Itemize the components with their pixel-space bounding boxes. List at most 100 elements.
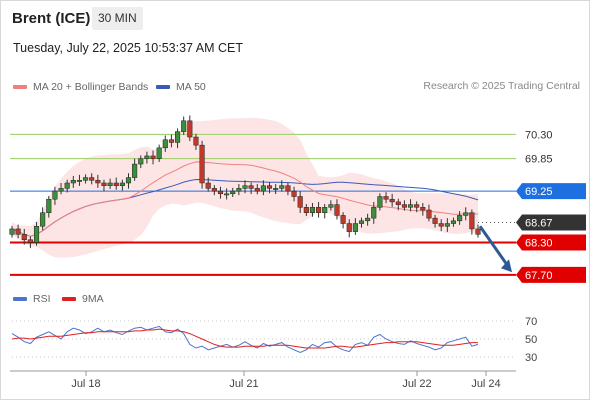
candle-body [76, 180, 82, 182]
candle-body [346, 223, 352, 232]
candle-body [211, 188, 217, 192]
candle-body [248, 185, 254, 189]
candle-body [383, 196, 389, 200]
candle-body [420, 207, 426, 211]
ma50-swatch [156, 85, 170, 89]
ma20-line [11, 161, 479, 237]
level-tag-69.25 [516, 183, 586, 200]
candle-body [285, 185, 291, 192]
candle-body [309, 207, 315, 213]
rsi-tick-50: 50 [525, 334, 537, 346]
rsi-ma-line [11, 328, 478, 349]
candle-body [52, 190, 58, 200]
candle-body [291, 190, 297, 197]
legend-ma50: MA 50 [156, 80, 206, 94]
candle-body [33, 225, 40, 243]
interval-badge[interactable]: 30 MIN [92, 7, 143, 30]
candle-body [457, 215, 463, 222]
candle-body [444, 223, 450, 227]
candle-body [414, 204, 420, 208]
candle-body [266, 185, 273, 189]
candle-body [95, 180, 101, 184]
candle-body [322, 207, 328, 213]
candle-body [27, 239, 33, 243]
candle-body [64, 182, 70, 189]
candle-body [340, 215, 346, 224]
rsi-tick-30: 30 [525, 352, 537, 364]
candle-body [132, 163, 138, 178]
x-tick-label-1: Jul 21 [229, 378, 258, 390]
level-tag-67.70 [516, 266, 586, 283]
candle-body [242, 185, 248, 189]
ma20-label: MA 20 + Bollinger Bands [33, 81, 149, 93]
candle-body [358, 220, 365, 224]
instrument-title: Brent (ICE) [12, 10, 91, 27]
research-credit: Research © 2025 Trading Central [423, 80, 580, 92]
candles [9, 115, 481, 249]
x-tick-label-0: Jul 18 [71, 378, 100, 390]
candle-body [21, 234, 27, 240]
candle-body [70, 180, 76, 184]
candle-body [119, 182, 125, 186]
candle-body [162, 139, 168, 149]
candle-body [9, 228, 15, 235]
candle-body [46, 198, 52, 213]
rsi-label: RSI [33, 293, 51, 305]
level-label-69.25: 69.25 [525, 186, 553, 198]
candle-body [389, 198, 395, 203]
rsi-swatch [13, 297, 27, 301]
candle-body [365, 217, 371, 222]
candle-body [168, 139, 174, 143]
rsi-line [11, 325, 479, 354]
candle-body [438, 223, 444, 227]
candle-body [15, 228, 21, 235]
rsi-ma-swatch [62, 297, 76, 301]
candle-body [138, 158, 144, 165]
level-tag-68.67 [516, 214, 586, 231]
candle-body [89, 177, 95, 181]
candle-body [58, 188, 64, 192]
candle-body [150, 155, 156, 159]
ma50-label: MA 50 [176, 81, 206, 93]
candle-body [83, 177, 89, 181]
level-label-68.30: 68.30 [525, 237, 553, 249]
candle-body [254, 188, 260, 192]
candle-body [279, 185, 285, 189]
level-tag-68.30 [516, 234, 586, 251]
candle-body [230, 190, 236, 195]
level-label-67.70: 67.70 [525, 270, 553, 282]
candle-body [469, 212, 475, 230]
candle-body [426, 209, 432, 219]
candle-body [193, 136, 199, 146]
timestamp: Tuesday, July 22, 2025 10:53:37 AM CET [13, 41, 243, 55]
candle-body [187, 120, 193, 138]
rsi-tick-70: 70 [525, 316, 537, 328]
candle-body [297, 196, 303, 208]
candle-body [450, 220, 457, 224]
chart-header: Brent (ICE) 30 MIN [0, 0, 590, 36]
ma20-swatch [13, 85, 27, 89]
candle-body [156, 147, 162, 159]
rsi-ma-label: 9MA [82, 293, 104, 305]
candle-body [432, 217, 438, 224]
candle-body [107, 182, 113, 186]
candle-body [408, 204, 414, 208]
x-tick-label-2: Jul 22 [402, 378, 431, 390]
x-tick-label-3: Jul 24 [471, 378, 500, 390]
level-label-70.30: 70.30 [525, 129, 553, 141]
forecast-arrow-head [501, 259, 512, 273]
candle-body [205, 182, 211, 189]
candle-body [334, 204, 340, 216]
candle-body [352, 223, 358, 232]
candle-body [371, 207, 377, 219]
candle-body [175, 131, 181, 143]
candle-body [144, 155, 150, 159]
forecast-arrow-shaft [478, 225, 510, 268]
candle-body [273, 188, 279, 190]
candle-body [316, 207, 322, 213]
candle-body [125, 177, 132, 184]
candle-body [217, 190, 224, 195]
candle-body [395, 201, 401, 205]
candle-body [303, 207, 309, 213]
